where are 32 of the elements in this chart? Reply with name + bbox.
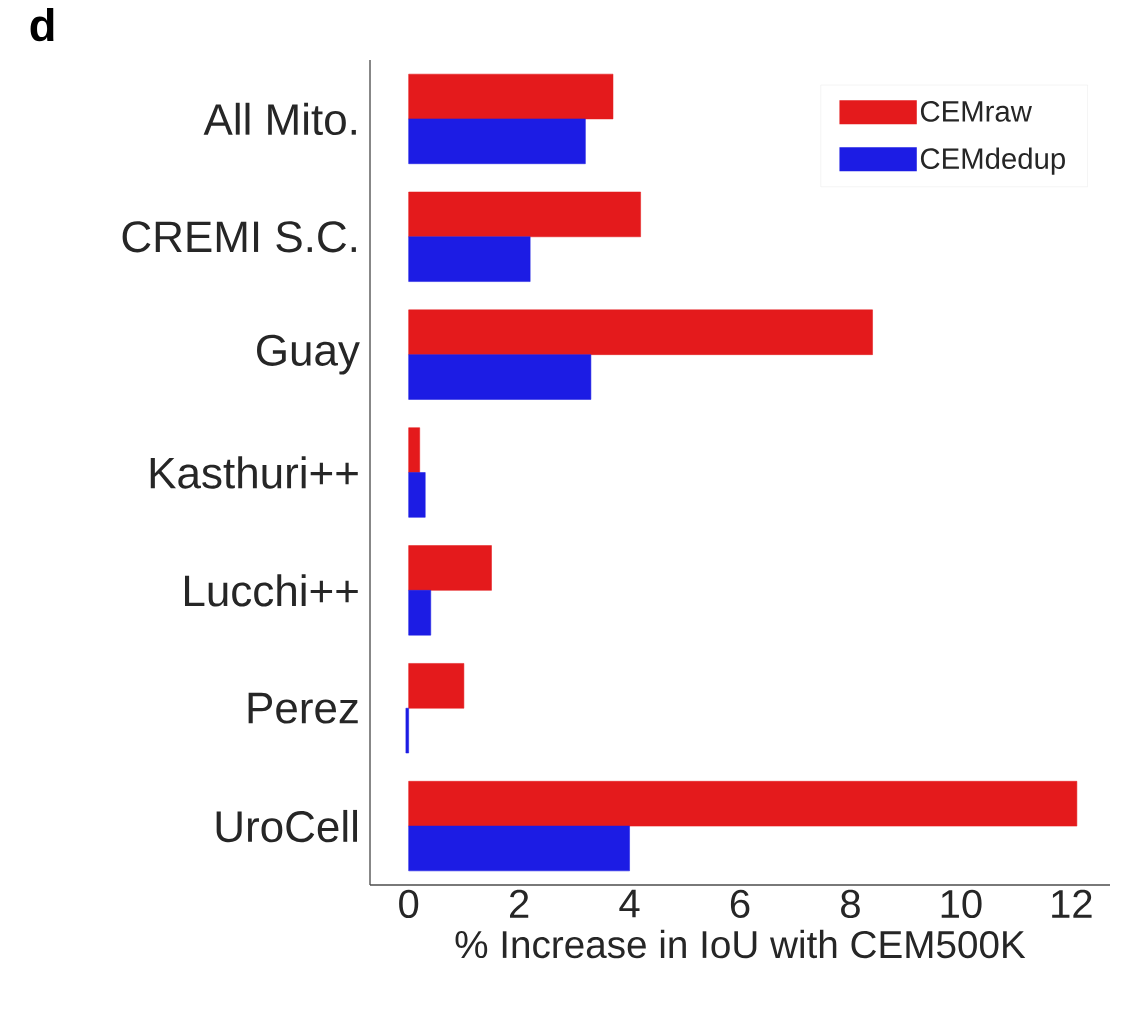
y-tick-label: Kasthuri++ [150, 456, 358, 489]
bar [408, 309, 873, 355]
bar [408, 545, 492, 591]
x-tick-label: 0 [399, 889, 419, 919]
x-tick-label: 6 [730, 889, 750, 919]
bar [408, 663, 465, 709]
y-tick-label: Perez [248, 692, 358, 724]
y-tick-label: All Mito. [203, 102, 356, 136]
bar [408, 236, 531, 282]
bar [408, 191, 641, 238]
y-tick-label: Lucchi++ [185, 574, 358, 607]
y-tick-label: UroCell [216, 809, 357, 843]
text: d [30, 8, 54, 42]
bar [408, 354, 592, 400]
legend-label: CEMraw [920, 101, 1032, 122]
bar [405, 707, 409, 754]
bar [408, 427, 420, 473]
bar [408, 590, 432, 636]
x-tick-label: 4 [619, 889, 640, 918]
y-tick-label: CREMI S.C. [122, 221, 356, 253]
y-tick-label: Guay [257, 334, 360, 375]
bar [408, 825, 630, 872]
legend-label: CEMdedup [920, 147, 1065, 175]
bar [408, 472, 426, 518]
x-axis-title: % Increase in IoU with CEM500K [455, 929, 1026, 959]
x-tick-label: 10 [941, 889, 982, 919]
bar [408, 781, 1078, 827]
bar [408, 118, 586, 164]
x-tick-label: 12 [1052, 889, 1092, 918]
bar [408, 73, 614, 120]
x-tick-label: 8 [841, 889, 860, 919]
x-tick-label: 2 [509, 889, 529, 918]
